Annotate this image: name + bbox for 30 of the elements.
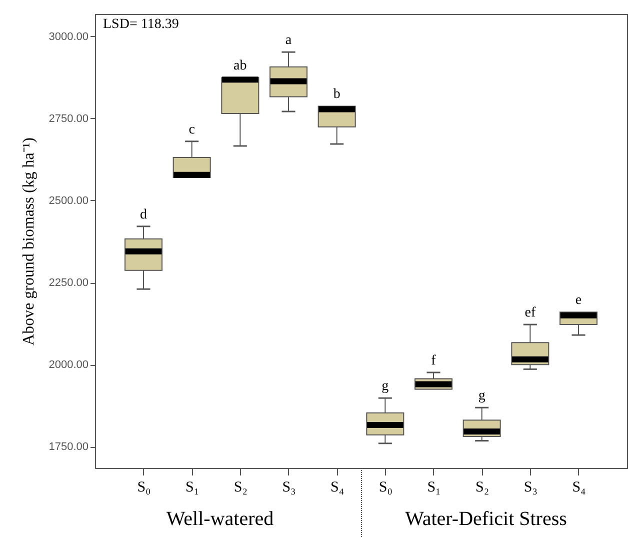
annotation: g bbox=[478, 388, 486, 404]
annotation: a bbox=[285, 33, 292, 48]
y-tick-label: 3000.00 bbox=[48, 30, 88, 43]
x-tick-label: S₂ bbox=[234, 480, 248, 496]
annotation: g bbox=[382, 379, 389, 394]
annotation: b bbox=[333, 87, 340, 102]
x-tick-label: S₁ bbox=[186, 480, 200, 496]
x-tick-label: S₄ bbox=[330, 480, 344, 496]
y-axis-title: Above ground biomass (kg ha⁻¹) bbox=[20, 138, 38, 346]
y-tick-label: 1750.00 bbox=[48, 441, 88, 454]
y-tick-label: 2000.00 bbox=[48, 359, 88, 372]
annotation: e bbox=[575, 293, 582, 308]
annotation: f bbox=[431, 353, 436, 368]
y-tick-label: 2250.00 bbox=[48, 277, 88, 290]
annotation: ef bbox=[524, 306, 536, 321]
y-tick-label: 2750.00 bbox=[48, 112, 88, 125]
text: Water-Deficit Stress bbox=[405, 508, 567, 531]
x-tick-label: S₃ bbox=[524, 480, 538, 496]
annotation: ab bbox=[234, 58, 247, 74]
y-tick-label: 2500.00 bbox=[48, 194, 88, 207]
x-tick-label: S₀ bbox=[378, 480, 392, 496]
annotation: c bbox=[188, 122, 195, 138]
x-tick-label: S₃ bbox=[282, 480, 296, 496]
x-tick-label: S₂ bbox=[476, 480, 490, 496]
text: Well-watered bbox=[166, 508, 274, 531]
annotation: d bbox=[140, 207, 147, 222]
x-tick-label: S₁ bbox=[427, 480, 441, 496]
x-tick-label: S₀ bbox=[137, 480, 151, 496]
x-tick-label: S₄ bbox=[572, 480, 586, 496]
annotation: LSD= 118.39 bbox=[103, 17, 179, 32]
